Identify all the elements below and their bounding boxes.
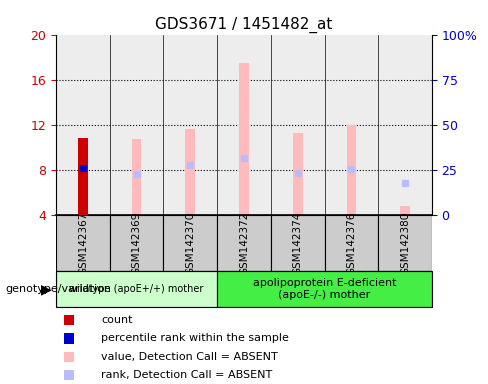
Bar (132, 139, 142, 215)
Bar (163, 215, 217, 271)
Text: GSM142369: GSM142369 (132, 211, 142, 275)
Bar (217, 35, 271, 215)
Text: rank, Detection Call = ABSENT: rank, Detection Call = ABSENT (101, 370, 272, 380)
Bar (346, 125, 356, 215)
Text: GSM142372: GSM142372 (239, 211, 249, 275)
Bar (110, 35, 163, 215)
Bar (185, 129, 195, 215)
Text: apolipoprotein E-deficient
(apoE-/-) mother: apolipoprotein E-deficient (apoE-/-) mot… (253, 278, 396, 300)
Bar (63, 351, 74, 362)
Bar (271, 35, 325, 215)
Bar (293, 133, 303, 215)
Bar (239, 63, 249, 215)
Bar (63, 333, 74, 344)
Text: genotype/variation: genotype/variation (5, 284, 111, 294)
Bar (110, 215, 163, 271)
Text: GSM142376: GSM142376 (346, 211, 356, 275)
Text: GSM142370: GSM142370 (185, 211, 195, 275)
Text: count: count (101, 315, 133, 325)
Bar (271, 215, 325, 271)
Text: GSM142380: GSM142380 (400, 211, 410, 275)
Bar (378, 35, 432, 215)
Bar (163, 35, 217, 215)
Bar (56, 215, 110, 271)
Text: wildtype (apoE+/+) mother: wildtype (apoE+/+) mother (69, 284, 204, 294)
Bar (63, 370, 74, 380)
Bar (325, 35, 378, 215)
Bar (217, 271, 432, 307)
Bar (217, 215, 271, 271)
Bar (378, 215, 432, 271)
Title: GDS3671 / 1451482_at: GDS3671 / 1451482_at (155, 17, 333, 33)
Bar (63, 315, 74, 325)
Bar (325, 215, 378, 271)
Text: ▶: ▶ (41, 282, 51, 296)
Text: GSM142367: GSM142367 (78, 211, 88, 275)
Bar (400, 206, 410, 215)
Text: percentile rank within the sample: percentile rank within the sample (101, 333, 289, 343)
Bar (56, 35, 110, 215)
Text: GSM142374: GSM142374 (293, 211, 303, 275)
Bar (56, 271, 217, 307)
Text: value, Detection Call = ABSENT: value, Detection Call = ABSENT (101, 352, 278, 362)
Bar (78, 138, 88, 215)
